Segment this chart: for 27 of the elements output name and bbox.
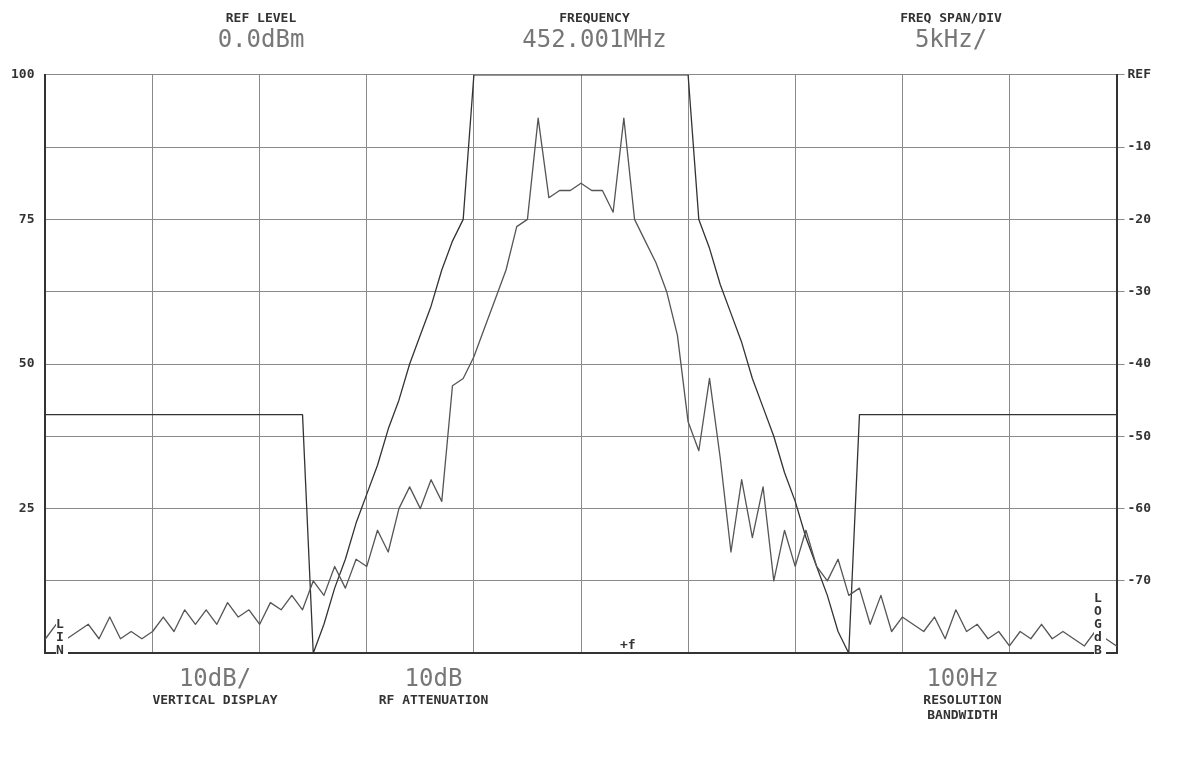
y-tick-label: -20	[1127, 210, 1152, 226]
y-tick-label: -70	[1127, 572, 1152, 588]
y2-tick-label: 25	[18, 499, 35, 515]
annotation: +f	[620, 637, 636, 652]
text: RESOLUTION BANDWIDTH	[922, 692, 1003, 722]
y-tick-label: -60	[1127, 499, 1152, 515]
y2-tick-label: 50	[18, 355, 35, 371]
text: 10dB/	[177, 664, 253, 692]
text: VERTICAL DISPLAY	[151, 692, 279, 707]
text: REF LEVEL	[224, 10, 298, 25]
y2-tick-label: 100	[11, 66, 35, 82]
y-tick-label: -50	[1127, 427, 1152, 443]
text: 100Hz	[925, 664, 1000, 692]
text: FREQ SPAN/DIV	[900, 10, 1002, 25]
annotation: LOG dB	[1094, 590, 1106, 657]
annotation: LIN	[56, 616, 68, 657]
y-tick-label: -40	[1127, 355, 1152, 371]
text: 5kHz/	[913, 25, 989, 53]
text: 10dB	[403, 664, 464, 692]
text: 0.0dBm	[217, 25, 305, 53]
y-tick-label: -10	[1127, 138, 1152, 154]
y-tick-label: -30	[1127, 283, 1152, 299]
y2-tick-label: 75	[18, 210, 35, 226]
text: FREQUENCY	[558, 10, 631, 25]
y-tick-label: REF	[1127, 66, 1152, 82]
text: 452.001MHz	[522, 25, 667, 53]
text: RF ATTENUATION	[377, 692, 490, 707]
